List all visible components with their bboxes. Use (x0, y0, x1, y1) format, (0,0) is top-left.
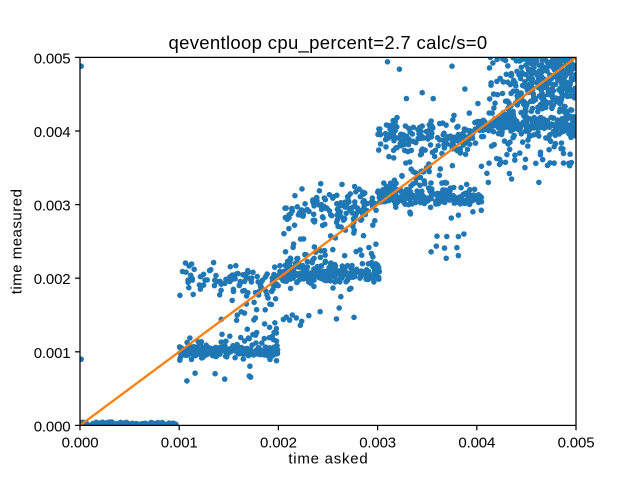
svg-text:0.000: 0.000 (62, 435, 99, 452)
svg-text:0.001: 0.001 (161, 435, 198, 452)
svg-text:0.002: 0.002 (34, 271, 71, 288)
svg-text:time asked: time asked (288, 451, 368, 468)
svg-text:0.004: 0.004 (34, 124, 71, 141)
svg-text:0.003: 0.003 (34, 198, 71, 215)
svg-text:0.001: 0.001 (34, 345, 71, 362)
svg-text:time measured: time measured (9, 189, 26, 295)
svg-text:qeventloop cpu_percent=2.7 cal: qeventloop cpu_percent=2.7 calc/s=0 (168, 32, 487, 54)
svg-text:0.002: 0.002 (260, 435, 297, 452)
svg-text:0.004: 0.004 (458, 435, 495, 452)
svg-text:0.005: 0.005 (34, 50, 71, 67)
svg-text:0.003: 0.003 (359, 435, 396, 452)
svg-text:0.000: 0.000 (34, 418, 71, 435)
svg-text:0.005: 0.005 (558, 435, 595, 452)
